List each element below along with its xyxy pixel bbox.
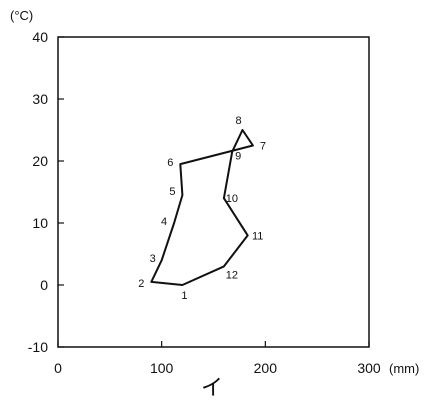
y-tick-label: 40	[32, 29, 48, 45]
month-label: 11	[252, 230, 263, 242]
x-unit-label: (mm)	[389, 361, 419, 376]
x-tick-label: 100	[150, 360, 174, 376]
y-tick-label: -10	[28, 339, 48, 355]
month-label: 3	[150, 253, 156, 265]
month-label: 10	[226, 193, 238, 205]
month-label: 9	[235, 151, 241, 163]
month-label: 7	[260, 141, 266, 153]
x-tick-label: 300	[357, 360, 381, 376]
month-label: 1	[181, 290, 187, 302]
x-tick-label: 0	[54, 360, 62, 376]
month-label: 2	[138, 278, 144, 290]
y-tick-label: 30	[32, 91, 48, 107]
month-label: 12	[226, 269, 238, 281]
month-label: 4	[161, 216, 167, 228]
month-label: 5	[169, 186, 175, 198]
temperature-precipitation-line	[150, 129, 254, 286]
month-label: 8	[235, 115, 241, 127]
y-unit-label: (°C)	[10, 8, 33, 23]
x-tick-label: 200	[254, 360, 278, 376]
y-tick-label: 10	[32, 215, 48, 231]
y-axis: -10 0 10 20 30 40	[28, 29, 64, 355]
month-label: 6	[167, 157, 173, 169]
x-axis: 0 100 200 300	[54, 341, 381, 376]
y-tick-label: 0	[40, 277, 48, 293]
y-tick-label: 20	[32, 153, 48, 169]
plot-frame	[57, 36, 370, 348]
chart-caption: イ	[201, 375, 223, 400]
